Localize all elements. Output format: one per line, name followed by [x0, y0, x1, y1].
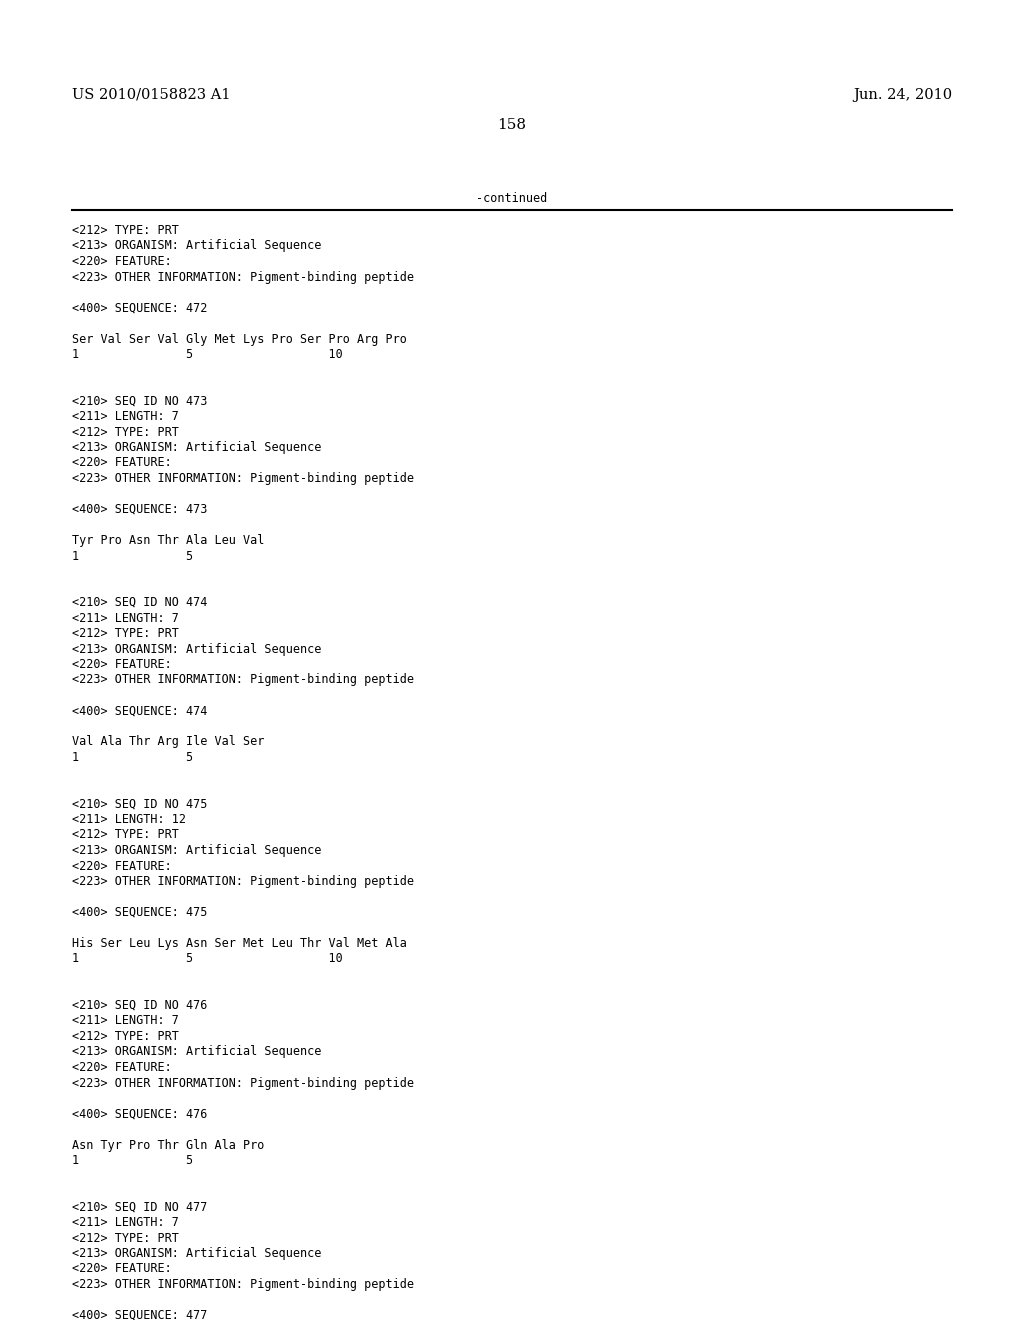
Text: 1               5                   10: 1 5 10 — [72, 348, 343, 360]
Text: <212> TYPE: PRT: <212> TYPE: PRT — [72, 627, 179, 640]
Text: <223> OTHER INFORMATION: Pigment-binding peptide: <223> OTHER INFORMATION: Pigment-binding… — [72, 673, 414, 686]
Text: 1               5: 1 5 — [72, 1154, 194, 1167]
Text: <212> TYPE: PRT: <212> TYPE: PRT — [72, 224, 179, 238]
Text: <223> OTHER INFORMATION: Pigment-binding peptide: <223> OTHER INFORMATION: Pigment-binding… — [72, 875, 414, 888]
Text: <212> TYPE: PRT: <212> TYPE: PRT — [72, 425, 179, 438]
Text: Ser Val Ser Val Gly Met Lys Pro Ser Pro Arg Pro: Ser Val Ser Val Gly Met Lys Pro Ser Pro … — [72, 333, 407, 346]
Text: <220> FEATURE:: <220> FEATURE: — [72, 1262, 172, 1275]
Text: <400> SEQUENCE: 473: <400> SEQUENCE: 473 — [72, 503, 208, 516]
Text: <220> FEATURE:: <220> FEATURE: — [72, 457, 172, 470]
Text: <210> SEQ ID NO 476: <210> SEQ ID NO 476 — [72, 999, 208, 1012]
Text: 1               5: 1 5 — [72, 549, 194, 562]
Text: Tyr Pro Asn Thr Ala Leu Val: Tyr Pro Asn Thr Ala Leu Val — [72, 535, 264, 546]
Text: <223> OTHER INFORMATION: Pigment-binding peptide: <223> OTHER INFORMATION: Pigment-binding… — [72, 1077, 414, 1089]
Text: <210> SEQ ID NO 474: <210> SEQ ID NO 474 — [72, 597, 208, 609]
Text: <212> TYPE: PRT: <212> TYPE: PRT — [72, 1232, 179, 1245]
Text: <400> SEQUENCE: 476: <400> SEQUENCE: 476 — [72, 1107, 208, 1121]
Text: <213> ORGANISM: Artificial Sequence: <213> ORGANISM: Artificial Sequence — [72, 441, 322, 454]
Text: <212> TYPE: PRT: <212> TYPE: PRT — [72, 1030, 179, 1043]
Text: <223> OTHER INFORMATION: Pigment-binding peptide: <223> OTHER INFORMATION: Pigment-binding… — [72, 473, 414, 484]
Text: <213> ORGANISM: Artificial Sequence: <213> ORGANISM: Artificial Sequence — [72, 1247, 322, 1261]
Text: <223> OTHER INFORMATION: Pigment-binding peptide: <223> OTHER INFORMATION: Pigment-binding… — [72, 271, 414, 284]
Text: <210> SEQ ID NO 473: <210> SEQ ID NO 473 — [72, 395, 208, 408]
Text: Jun. 24, 2010: Jun. 24, 2010 — [853, 88, 952, 102]
Text: 158: 158 — [498, 117, 526, 132]
Text: <211> LENGTH: 7: <211> LENGTH: 7 — [72, 611, 179, 624]
Text: <211> LENGTH: 7: <211> LENGTH: 7 — [72, 1216, 179, 1229]
Text: His Ser Leu Lys Asn Ser Met Leu Thr Val Met Ala: His Ser Leu Lys Asn Ser Met Leu Thr Val … — [72, 937, 407, 950]
Text: <400> SEQUENCE: 472: <400> SEQUENCE: 472 — [72, 301, 208, 314]
Text: <400> SEQUENCE: 475: <400> SEQUENCE: 475 — [72, 906, 208, 919]
Text: <220> FEATURE:: <220> FEATURE: — [72, 657, 172, 671]
Text: <213> ORGANISM: Artificial Sequence: <213> ORGANISM: Artificial Sequence — [72, 239, 322, 252]
Text: <211> LENGTH: 12: <211> LENGTH: 12 — [72, 813, 186, 826]
Text: <220> FEATURE:: <220> FEATURE: — [72, 859, 172, 873]
Text: Asn Tyr Pro Thr Gln Ala Pro: Asn Tyr Pro Thr Gln Ala Pro — [72, 1138, 264, 1151]
Text: <223> OTHER INFORMATION: Pigment-binding peptide: <223> OTHER INFORMATION: Pigment-binding… — [72, 1278, 414, 1291]
Text: <213> ORGANISM: Artificial Sequence: <213> ORGANISM: Artificial Sequence — [72, 843, 322, 857]
Text: <211> LENGTH: 7: <211> LENGTH: 7 — [72, 1015, 179, 1027]
Text: <220> FEATURE:: <220> FEATURE: — [72, 255, 172, 268]
Text: <400> SEQUENCE: 474: <400> SEQUENCE: 474 — [72, 705, 208, 718]
Text: <220> FEATURE:: <220> FEATURE: — [72, 1061, 172, 1074]
Text: <211> LENGTH: 7: <211> LENGTH: 7 — [72, 411, 179, 422]
Text: <210> SEQ ID NO 477: <210> SEQ ID NO 477 — [72, 1200, 208, 1213]
Text: US 2010/0158823 A1: US 2010/0158823 A1 — [72, 88, 230, 102]
Text: -continued: -continued — [476, 191, 548, 205]
Text: <212> TYPE: PRT: <212> TYPE: PRT — [72, 829, 179, 842]
Text: 1               5: 1 5 — [72, 751, 194, 764]
Text: <213> ORGANISM: Artificial Sequence: <213> ORGANISM: Artificial Sequence — [72, 1045, 322, 1059]
Text: <213> ORGANISM: Artificial Sequence: <213> ORGANISM: Artificial Sequence — [72, 643, 322, 656]
Text: Val Ala Thr Arg Ile Val Ser: Val Ala Thr Arg Ile Val Ser — [72, 735, 264, 748]
Text: <400> SEQUENCE: 477: <400> SEQUENCE: 477 — [72, 1309, 208, 1320]
Text: 1               5                   10: 1 5 10 — [72, 953, 343, 965]
Text: <210> SEQ ID NO 475: <210> SEQ ID NO 475 — [72, 797, 208, 810]
